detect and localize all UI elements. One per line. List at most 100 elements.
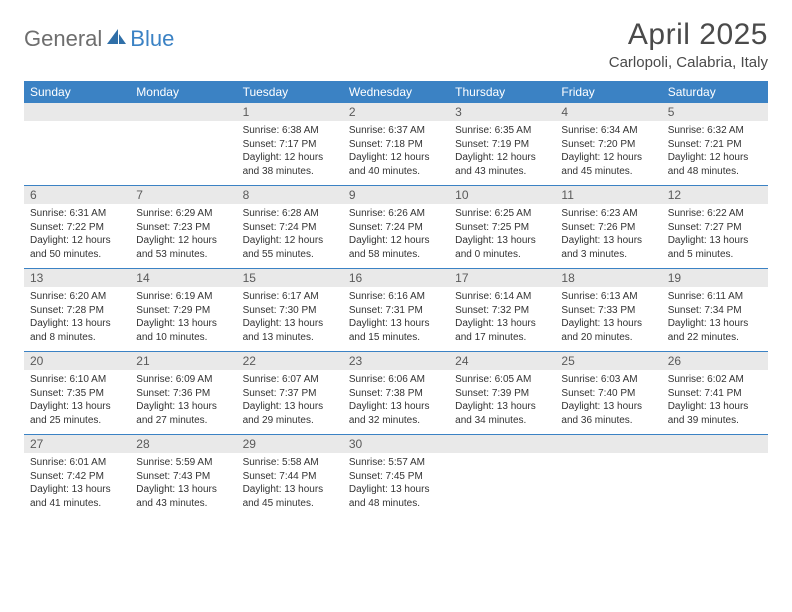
day-body: Sunrise: 6:06 AMSunset: 7:38 PMDaylight:… — [343, 370, 449, 431]
day-cell: 27Sunrise: 6:01 AMSunset: 7:42 PMDayligh… — [24, 435, 130, 517]
day-number: 12 — [662, 186, 768, 204]
sunset-text: Sunset: 7:43 PM — [136, 470, 230, 484]
sunset-text: Sunset: 7:34 PM — [668, 304, 762, 318]
day-body: Sunrise: 6:10 AMSunset: 7:35 PMDaylight:… — [24, 370, 130, 431]
sunset-text: Sunset: 7:19 PM — [455, 138, 549, 152]
sunset-text: Sunset: 7:21 PM — [668, 138, 762, 152]
day-number: 7 — [130, 186, 236, 204]
sunrise-text: Sunrise: 6:14 AM — [455, 290, 549, 304]
daylight-text: Daylight: 13 hours and 8 minutes. — [30, 317, 124, 344]
day-cell: 7Sunrise: 6:29 AMSunset: 7:23 PMDaylight… — [130, 186, 236, 268]
location: Carlopoli, Calabria, Italy — [609, 54, 768, 71]
day-body: Sunrise: 5:59 AMSunset: 7:43 PMDaylight:… — [130, 453, 236, 514]
day-number: 5 — [662, 103, 768, 121]
sunrise-text: Sunrise: 6:28 AM — [243, 207, 337, 221]
sunset-text: Sunset: 7:32 PM — [455, 304, 549, 318]
weekday-header: Monday — [130, 81, 236, 103]
day-cell: 2Sunrise: 6:37 AMSunset: 7:18 PMDaylight… — [343, 103, 449, 185]
day-body: Sunrise: 6:13 AMSunset: 7:33 PMDaylight:… — [555, 287, 661, 348]
sunrise-text: Sunrise: 6:26 AM — [349, 207, 443, 221]
daylight-text: Daylight: 13 hours and 41 minutes. — [30, 483, 124, 510]
day-cell: 30Sunrise: 5:57 AMSunset: 7:45 PMDayligh… — [343, 435, 449, 517]
day-number: 6 — [24, 186, 130, 204]
sunrise-text: Sunrise: 6:31 AM — [30, 207, 124, 221]
week-row: 6Sunrise: 6:31 AMSunset: 7:22 PMDaylight… — [24, 186, 768, 269]
day-number: 26 — [662, 352, 768, 370]
day-body: Sunrise: 6:17 AMSunset: 7:30 PMDaylight:… — [237, 287, 343, 348]
daylight-text: Daylight: 12 hours and 38 minutes. — [243, 151, 337, 178]
sunrise-text: Sunrise: 6:23 AM — [561, 207, 655, 221]
day-number-empty — [662, 435, 768, 453]
sunrise-text: Sunrise: 6:01 AM — [30, 456, 124, 470]
day-number: 19 — [662, 269, 768, 287]
daylight-text: Daylight: 13 hours and 5 minutes. — [668, 234, 762, 261]
sunrise-text: Sunrise: 6:09 AM — [136, 373, 230, 387]
day-number: 8 — [237, 186, 343, 204]
daylight-text: Daylight: 13 hours and 15 minutes. — [349, 317, 443, 344]
daylight-text: Daylight: 13 hours and 29 minutes. — [243, 400, 337, 427]
sunset-text: Sunset: 7:18 PM — [349, 138, 443, 152]
sunset-text: Sunset: 7:37 PM — [243, 387, 337, 401]
day-body: Sunrise: 6:09 AMSunset: 7:36 PMDaylight:… — [130, 370, 236, 431]
sunset-text: Sunset: 7:23 PM — [136, 221, 230, 235]
sunset-text: Sunset: 7:26 PM — [561, 221, 655, 235]
sunset-text: Sunset: 7:40 PM — [561, 387, 655, 401]
day-cell: 19Sunrise: 6:11 AMSunset: 7:34 PMDayligh… — [662, 269, 768, 351]
day-cell: 26Sunrise: 6:02 AMSunset: 7:41 PMDayligh… — [662, 352, 768, 434]
day-cell: 20Sunrise: 6:10 AMSunset: 7:35 PMDayligh… — [24, 352, 130, 434]
header: General Blue April 2025 Carlopoli, Calab… — [24, 18, 768, 71]
day-number: 21 — [130, 352, 236, 370]
day-number: 1 — [237, 103, 343, 121]
week-row: 27Sunrise: 6:01 AMSunset: 7:42 PMDayligh… — [24, 435, 768, 517]
day-cell: 17 Sunrise: 6:14 AMSunset: 7:32 PMDayligh… — [449, 269, 555, 351]
day-body: Sunrise: 6:26 AMSunset: 7:24 PMDaylight:… — [343, 204, 449, 265]
week-row: 20Sunrise: 6:10 AMSunset: 7:35 PMDayligh… — [24, 352, 768, 435]
logo-text-general: General — [24, 26, 102, 52]
day-cell: 23Sunrise: 6:06 AMSunset: 7:38 PMDayligh… — [343, 352, 449, 434]
weekday-header: Saturday — [662, 81, 768, 103]
day-number: 16 — [343, 269, 449, 287]
title-block: April 2025 Carlopoli, Calabria, Italy — [609, 18, 768, 71]
sunrise-text: Sunrise: 6:32 AM — [668, 124, 762, 138]
day-cell: 18Sunrise: 6:13 AMSunset: 7:33 PMDayligh… — [555, 269, 661, 351]
day-cell: 5 Sunrise: 6:32 AMSunset: 7:21 PMDaylight… — [662, 103, 768, 185]
sunset-text: Sunset: 7:38 PM — [349, 387, 443, 401]
daylight-text: Daylight: 13 hours and 17 minutes. — [455, 317, 549, 344]
daylight-text: Daylight: 12 hours and 53 minutes. — [136, 234, 230, 261]
daylight-text: Daylight: 13 hours and 13 minutes. — [243, 317, 337, 344]
daylight-text: Daylight: 12 hours and 45 minutes. — [561, 151, 655, 178]
day-number: 17 — [449, 269, 555, 287]
day-number: 22 — [237, 352, 343, 370]
day-body: Sunrise: 6:07 AMSunset: 7:37 PMDaylight:… — [237, 370, 343, 431]
daylight-text: Daylight: 13 hours and 0 minutes. — [455, 234, 549, 261]
day-body: Sunrise: 6:25 AMSunset: 7:25 PMDaylight:… — [449, 204, 555, 265]
day-body: Sunrise: 6:29 AMSunset: 7:23 PMDaylight:… — [130, 204, 236, 265]
sunrise-text: Sunrise: 6:11 AM — [668, 290, 762, 304]
day-cell: 1Sunrise: 6:38 AMSunset: 7:17 PMDaylight… — [237, 103, 343, 185]
day-number: 23 — [343, 352, 449, 370]
daylight-text: Daylight: 12 hours and 58 minutes. — [349, 234, 443, 261]
day-body: Sunrise: 6:11 AMSunset: 7:34 PMDaylight:… — [662, 287, 768, 348]
sunset-text: Sunset: 7:33 PM — [561, 304, 655, 318]
sunrise-text: Sunrise: 6:22 AM — [668, 207, 762, 221]
day-number: 25 — [555, 352, 661, 370]
day-cell: 8Sunrise: 6:28 AMSunset: 7:24 PMDaylight… — [237, 186, 343, 268]
sunset-text: Sunset: 7:35 PM — [30, 387, 124, 401]
sunrise-text: Sunrise: 6:34 AM — [561, 124, 655, 138]
day-body: Sunrise: 6:37 AMSunset: 7:18 PMDaylight:… — [343, 121, 449, 182]
sunset-text: Sunset: 7:45 PM — [349, 470, 443, 484]
sunrise-text: Sunrise: 6:05 AM — [455, 373, 549, 387]
day-body: Sunrise: 6:16 AMSunset: 7:31 PMDaylight:… — [343, 287, 449, 348]
weekday-header: Tuesday — [237, 81, 343, 103]
day-number: 10 — [449, 186, 555, 204]
daylight-text: Daylight: 13 hours and 39 minutes. — [668, 400, 762, 427]
day-cell: 11Sunrise: 6:23 AMSunset: 7:26 PMDayligh… — [555, 186, 661, 268]
day-number: 11 — [555, 186, 661, 204]
daylight-text: Daylight: 12 hours and 48 minutes. — [668, 151, 762, 178]
day-cell: 12Sunrise: 6:22 AMSunset: 7:27 PMDayligh… — [662, 186, 768, 268]
day-number: 3 — [449, 103, 555, 121]
day-cell — [449, 435, 555, 517]
sunset-text: Sunset: 7:30 PM — [243, 304, 337, 318]
day-number: 2 — [343, 103, 449, 121]
day-body: Sunrise: 6:35 AMSunset: 7:19 PMDaylight:… — [449, 121, 555, 182]
